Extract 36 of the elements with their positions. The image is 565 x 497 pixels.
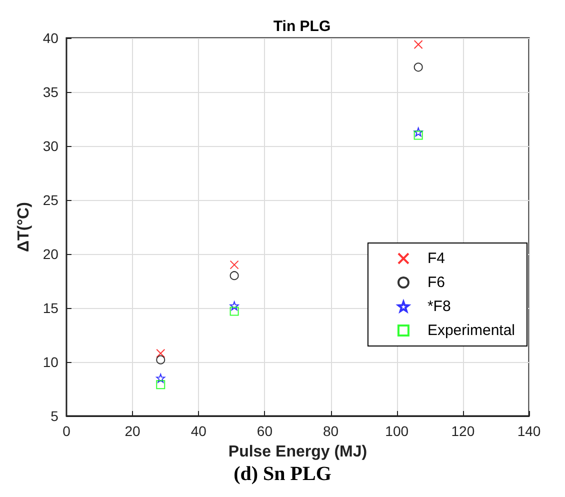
point: [414, 127, 423, 136]
point: [414, 40, 423, 49]
text: (d) Sn PLG: [234, 463, 332, 485]
x-tick-label: 60: [256, 423, 273, 439]
point: [156, 348, 166, 358]
y-tick-label: 15: [42, 300, 59, 316]
y-tick-label: 10: [42, 354, 59, 370]
y-tick-label: 5: [50, 408, 59, 424]
x-tick-label: 100: [385, 423, 409, 439]
point: [230, 306, 239, 316]
legend-label: F6: [427, 274, 445, 291]
point: [414, 130, 423, 140]
legend-label: F4: [427, 250, 445, 267]
y-tick-label: 35: [42, 84, 59, 100]
y-tick-label: 25: [42, 192, 59, 208]
x-tick-label: 140: [517, 423, 541, 439]
point: [414, 62, 423, 72]
x-tick-label: 120: [451, 423, 475, 439]
x-tick-label: 0: [62, 423, 71, 439]
legend-label: *F8: [427, 298, 451, 315]
point: [156, 355, 166, 364]
y-axis-title: ΔT(°C): [16, 202, 32, 252]
point: [230, 260, 239, 270]
point: [156, 380, 166, 390]
y-tick-label: 40: [42, 30, 59, 46]
y-tick-label: 20: [42, 246, 59, 262]
point: [230, 301, 239, 310]
x-axis-title: Pulse Energy (MJ): [228, 444, 368, 460]
point: [156, 374, 166, 383]
y-tick-label: 30: [42, 138, 59, 154]
point: [230, 271, 239, 280]
x-tick-label: 80: [322, 423, 339, 439]
x-tick-label: 40: [190, 423, 207, 439]
x-tick-label: 20: [124, 423, 141, 439]
legend-label: Experimental: [427, 322, 516, 339]
chart-title: Tin PLG: [273, 18, 331, 35]
